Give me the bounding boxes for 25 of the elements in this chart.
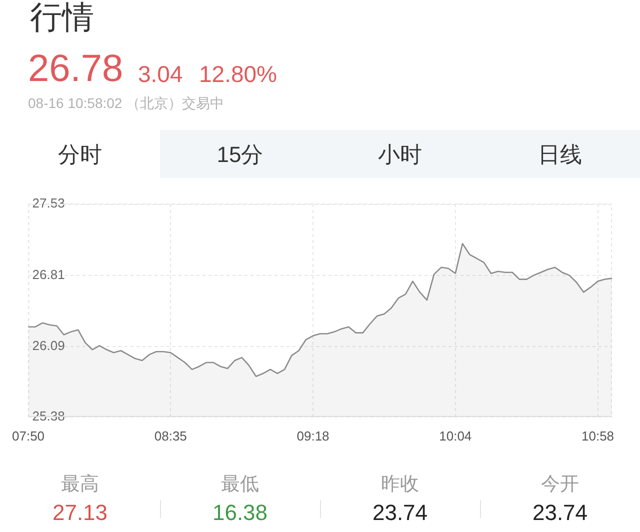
text: 最低 <box>221 474 259 494</box>
text: 最高 <box>61 474 99 494</box>
text: 26.78 <box>28 48 124 90</box>
text: 小时 <box>378 142 422 167</box>
y-tick-label: 26.09 <box>32 338 65 354</box>
text: 昨收 <box>381 474 419 494</box>
text: 27.13 <box>52 500 108 525</box>
text: 日线 <box>538 142 582 167</box>
text: 今开 <box>541 474 579 494</box>
x-tick-label: 07:50 <box>12 428 45 444</box>
text: 3.04 <box>138 60 183 86</box>
text: 15分 <box>216 142 264 167</box>
text: 08-16 10:58:02 （北京）交易中 <box>28 95 224 111</box>
text: 12.80% <box>199 60 278 86</box>
text: 分时 <box>58 142 102 167</box>
x-tick-label: 08:35 <box>154 428 187 444</box>
text: 16.38 <box>212 500 268 525</box>
chart-title: 行情 <box>30 0 94 35</box>
text: 23.74 <box>372 500 428 525</box>
x-tick-label: 10:58 <box>581 428 614 444</box>
x-tick-label: 10:04 <box>439 428 472 444</box>
y-tick-label: 26.81 <box>32 266 65 282</box>
x-tick-label: 09:18 <box>296 428 330 444</box>
y-tick-label: 27.53 <box>32 196 65 211</box>
text: 23.74 <box>532 500 588 525</box>
